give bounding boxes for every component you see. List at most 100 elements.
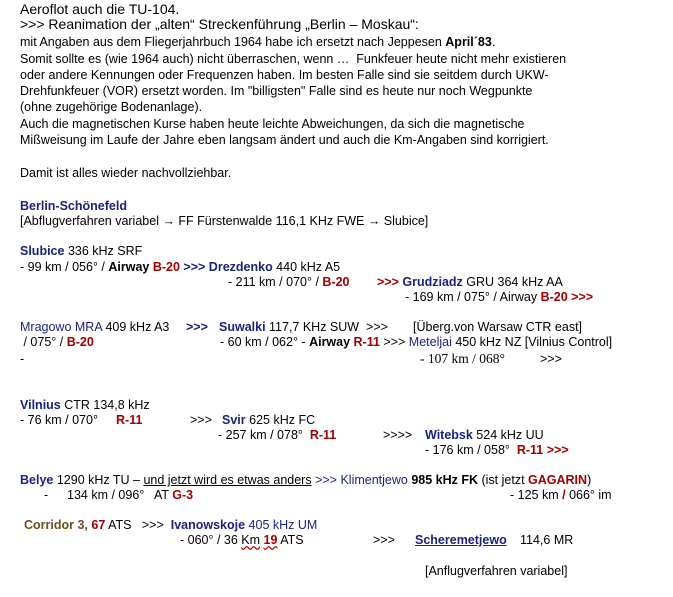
text: Km [241,533,261,547]
line: - 99 km / 056° / Airway B-20 >>> Drezden… [20,260,340,275]
line: - 125 km / 066° im [510,488,612,503]
text: >>> [373,533,395,547]
line: >>>> [383,428,412,443]
airway: R-11 [309,428,337,442]
airway: R-11 [353,335,380,349]
station: Belye [20,473,54,487]
line: >>> [540,352,562,367]
airway: R-11 [116,413,143,427]
text: Damit ist alles wieder nachvollziehbar. [20,166,232,180]
text: . [491,35,496,49]
station: Witebsk [425,428,473,442]
station: Scheremetjewo [415,533,507,547]
line: >>> [373,533,395,548]
line: >>> [190,413,212,428]
text: oder andere Kennungen oder Frequenzen ha… [20,68,549,82]
text: mit Angaben aus dem Fliegerjahrbuch 1964… [20,35,446,49]
airway: B-20 >>> [540,290,594,304]
text: Corridor 3, [24,518,92,532]
text: [Anflugverfahren variabel] [425,564,568,578]
line: 114,6 MR [520,533,573,548]
text: - 169 km / 075° / Airway [405,290,541,304]
airway: R-11 >>> [516,443,569,457]
text: 117,7 KHz SUW >>> [265,320,388,334]
station: Slubice [20,244,65,258]
text: 524 kHz UU [472,428,544,442]
text: (ist jetzt [478,473,529,487]
text: (ohne zugehörige Bodenanlage). [20,100,203,114]
station: Ivanowskoje [170,518,246,532]
text: [Überg.von Warsaw CTR east] [413,320,583,334]
line: - 176 km / 058° R-11 >>> [425,443,569,458]
text: und jetzt wird es etwas anders [143,473,312,487]
text: >>> [379,335,409,349]
text: April´83 [445,35,492,49]
text: - 107 km / 068° [420,351,505,366]
line: >>> Grudziadz GRU 364 kHz AA [377,275,563,290]
line: Auch die magnetischen Kurse haben heute … [20,117,525,132]
text: 67 [91,518,106,532]
text: 405 kHz UM [245,518,318,532]
text: Somit sollte es (wie 1964 auch) nicht üb… [20,52,567,66]
text: >>> [179,260,209,274]
airway: B-20 [322,275,350,289]
line: - [44,488,48,503]
text: 19 [263,533,278,547]
line: - 76 km / 070° [20,413,98,428]
text: >>>> [383,428,413,442]
line: >>> [186,320,208,335]
line: oder andere Kennungen oder Frequenzen ha… [20,68,549,83]
line: Witebsk 524 kHz UU [425,428,544,443]
line: Drehfunkfeuer (VOR) ersetzt worden. Im "… [20,84,532,99]
text: - 60 km / 062° - [220,335,310,349]
line: [Abflugverfahren variabel → FF Fürstenwa… [20,214,428,229]
line: 134 km / 096° AT G-3 [67,488,193,503]
line: - 169 km / 075° / Airway B-20 >>> [405,290,593,305]
line: [Überg.von Warsaw CTR east] [413,320,582,335]
text: 625 kHz FC [245,413,316,427]
text: GRU 364 kHz AA [462,275,563,289]
line: Slubice 336 kHz SRF [20,244,142,259]
line: Mißweisung im Laufe der Jahre eben langs… [20,133,549,148]
line: - 211 km / 070° / B-20 [228,275,350,290]
text: - [44,488,49,502]
text: Auch die magnetischen Kurse haben heute … [20,117,525,131]
text: 134 km / 096° AT [67,488,173,502]
text: Aeroflot auch die TU-104. [20,1,180,17]
text: / 075° / [20,335,67,349]
line: Scheremetjewo [415,533,507,548]
line: Corridor 3, 67 ATS >>> Ivanowskoje 405 k… [24,518,317,533]
text: [Abflugverfahren variabel → FF Fürstenwa… [20,214,429,228]
line: Aeroflot auch die TU-104. [20,2,179,17]
text: 1290 kHz TU – [53,473,144,487]
station: Grudziadz [402,275,463,289]
heading: Berlin-Schönefeld [20,199,127,213]
line: Somit sollte es (wie 1964 auch) nicht üb… [20,52,566,67]
line: / 075° / B-20 [20,335,93,350]
text: ) [587,473,592,487]
line: Suwalki 117,7 KHz SUW >>> [219,320,388,335]
text: >>> [311,473,341,487]
line: Damit ist alles wieder nachvollziehbar. [20,166,231,181]
airway: G-3 [172,488,194,502]
text: 066° im [565,488,612,502]
text: Airway [309,335,354,349]
text: 336 kHz SRF [64,244,143,258]
text: >>> [190,413,212,427]
line: R-11 [116,413,142,428]
station: Svir [222,413,246,427]
text: 440 kHz A5 [272,260,341,274]
text: 450 kHz NZ [Vilnius Control] [451,335,613,349]
text: Airway [108,260,153,274]
station: Drezdenko [208,260,273,274]
text: >>> [186,320,208,334]
text: >>> Reanimation der „alten“ Streckenführ… [20,16,419,32]
text: ATS [277,533,304,547]
line: Svir 625 kHz FC [222,413,315,428]
text: Mißweisung im Laufe der Jahre eben langs… [20,133,549,147]
text: - 257 km / 078° [218,428,310,442]
text: - [20,352,25,366]
text: GAGARIN [528,473,588,487]
text: 409 kHz A3 [101,320,173,334]
